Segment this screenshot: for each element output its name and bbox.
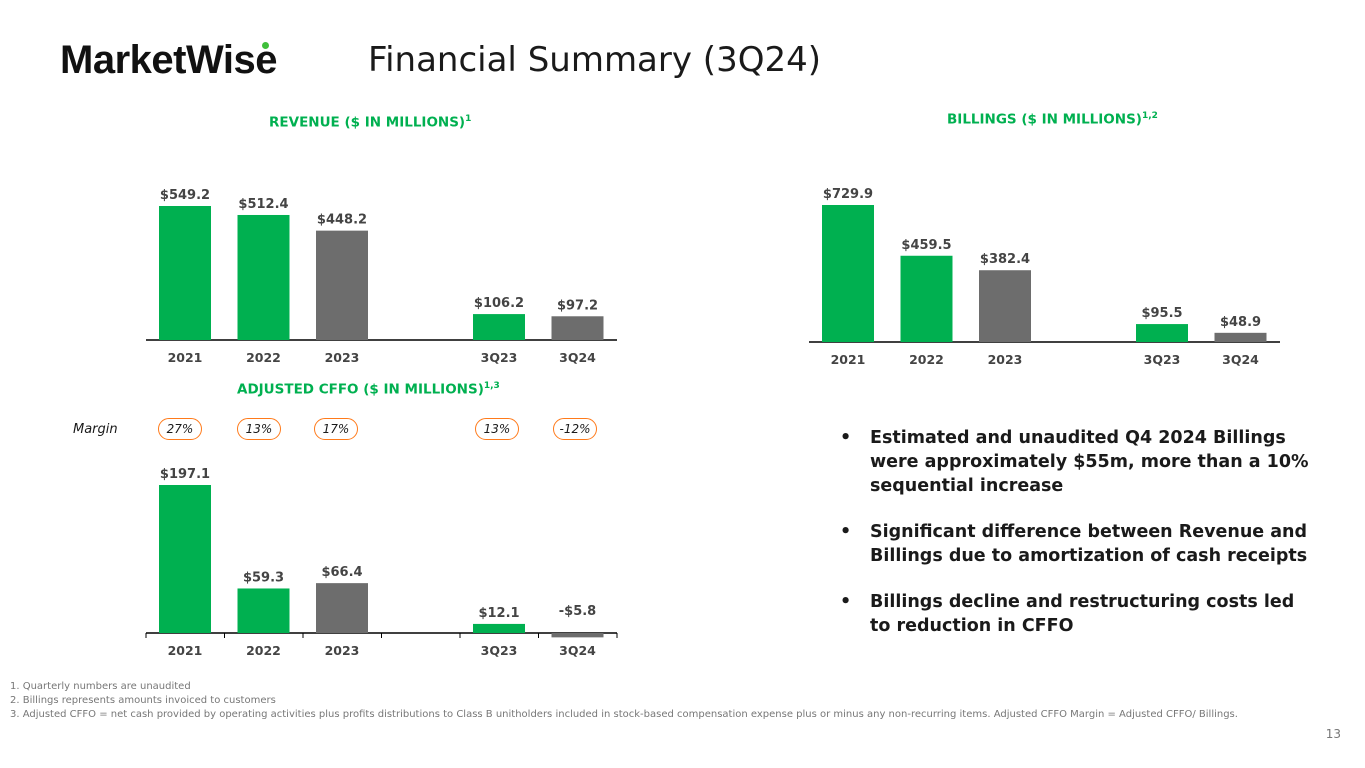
category-label: 2023 <box>325 350 360 365</box>
category-label: 3Q23 <box>481 350 518 365</box>
category-label: 2022 <box>246 643 281 658</box>
bullet-item: Significant difference between Revenue a… <box>840 520 1310 568</box>
data-label: $95.5 <box>1141 306 1182 321</box>
data-label: $448.2 <box>317 213 367 228</box>
category-label: 3Q23 <box>1144 352 1181 367</box>
bar-2022 <box>237 588 290 633</box>
footnote: 2. Billings represents amounts invoiced … <box>10 695 276 706</box>
footnotes: 1. Quarterly numbers are unaudited 2. Bi… <box>10 680 1238 722</box>
data-label: $549.2 <box>160 188 210 203</box>
bar-2021 <box>159 485 211 633</box>
category-label: 2022 <box>246 350 281 365</box>
category-label: 3Q24 <box>559 350 596 365</box>
category-label: 2023 <box>325 643 360 658</box>
data-label: $59.3 <box>243 570 284 585</box>
data-label: $12.1 <box>478 606 519 621</box>
margin-pill: -12% <box>553 418 597 440</box>
data-label: $382.4 <box>980 252 1030 267</box>
bar-3Q23 <box>473 314 525 340</box>
footnote: 1. Quarterly numbers are unaudited <box>10 681 191 692</box>
page-title: Financial Summary (3Q24) <box>368 40 821 80</box>
bar-3Q24 <box>551 316 604 340</box>
bullet-item: Estimated and unaudited Q4 2024 Billings… <box>840 426 1310 498</box>
bar-2023 <box>316 583 368 633</box>
data-label: $729.9 <box>823 187 873 202</box>
margin-pill: 13% <box>475 418 519 440</box>
bar-2023 <box>316 230 368 340</box>
marketwise-logo: MarketWise <box>60 36 277 84</box>
data-label: $48.9 <box>1220 315 1261 330</box>
category-label: 2022 <box>909 352 944 367</box>
footnote: 3. Adjusted CFFO = net cash provided by … <box>10 709 1238 720</box>
commentary-bullets: Estimated and unaudited Q4 2024 Billings… <box>840 426 1310 660</box>
category-label: 2021 <box>831 352 866 367</box>
margin-pill: 27% <box>158 418 202 440</box>
revenue-chart: $549.2 2021 $512.4 2022 $448.2 2023 $106.2 3Q23… <box>146 188 617 365</box>
data-label: $106.2 <box>474 296 524 311</box>
billings-chart: $729.9 2021 $459.5 2022 $382.4 2023 $95.5 3Q23 $… <box>809 187 1280 367</box>
bar-3Q24 <box>551 633 604 638</box>
logo-text: MarketWise <box>60 38 277 82</box>
data-label: $459.5 <box>901 238 951 253</box>
cffo-chart-title: ADJUSTED CFFO ($ IN MILLIONS)1,3 <box>237 381 500 398</box>
page-number: 13 <box>1325 727 1341 741</box>
category-label: 2023 <box>988 352 1023 367</box>
bullet-item: Billings decline and restructuring costs… <box>840 590 1310 638</box>
data-label: $97.2 <box>557 298 598 313</box>
category-label: 2021 <box>168 350 203 365</box>
data-label: $66.4 <box>321 565 362 580</box>
bar-2022 <box>900 255 953 342</box>
bar-3Q24 <box>1214 332 1267 342</box>
category-label: 3Q24 <box>559 643 596 658</box>
bar-2022 <box>237 214 290 340</box>
category-label: 3Q23 <box>481 643 518 658</box>
category-label: 3Q24 <box>1222 352 1259 367</box>
bar-3Q23 <box>473 623 525 633</box>
margin-label: Margin <box>73 422 118 437</box>
billings-chart-title: BILLINGS ($ IN MILLIONS)1,2 <box>947 111 1158 128</box>
bar-2023 <box>979 270 1031 342</box>
data-label: $512.4 <box>238 197 288 212</box>
category-label: 2021 <box>168 643 203 658</box>
margin-pill: 17% <box>314 418 358 440</box>
logo-dot <box>262 42 269 49</box>
cffo-chart: $197.1 2021 $59.3 2022 $66.4 2023 $12.1 3Q23 -$5… <box>145 467 618 658</box>
data-label: $197.1 <box>160 467 210 482</box>
revenue-chart-title: REVENUE ($ IN MILLIONS)1 <box>269 114 472 131</box>
margin-pill: 13% <box>237 418 281 440</box>
bar-2021 <box>159 206 211 340</box>
data-label: -$5.8 <box>559 604 596 619</box>
bar-2021 <box>822 205 874 342</box>
bar-3Q23 <box>1136 324 1188 342</box>
